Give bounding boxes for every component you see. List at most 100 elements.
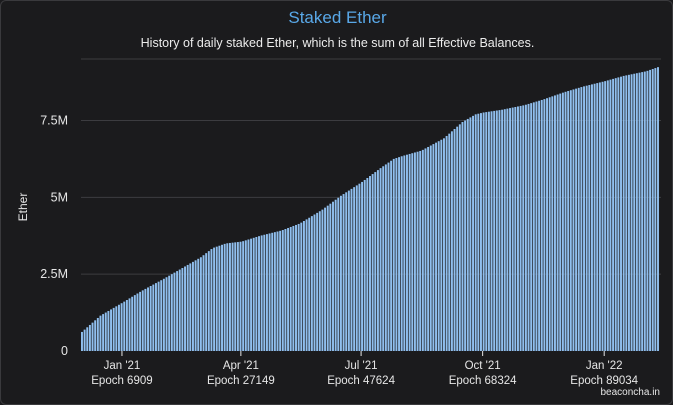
x-tick-label: Apr '21 [223,360,259,372]
bar [136,293,139,351]
bar [403,155,406,351]
bar [538,100,541,351]
bar [107,310,110,351]
bar [231,242,234,351]
bar [289,226,292,351]
bar [553,95,556,351]
bar [450,131,453,351]
bar [437,141,440,351]
y-tick-label: 0 [61,344,68,358]
bar [596,83,599,351]
bar [643,71,646,351]
x-tick-epoch: Epoch 68324 [449,375,517,387]
bar [178,269,181,351]
bar [152,284,155,351]
bar [260,235,263,351]
bar [495,110,498,351]
bar [651,68,654,351]
y-tick-label: 2.5M [40,267,68,281]
bar [86,327,89,351]
bar [374,172,377,351]
bar [228,242,231,351]
bar [363,179,366,351]
bar [511,107,514,351]
bar [202,255,205,351]
x-tick-label: Oct '21 [465,360,501,372]
bar [524,104,527,351]
bar [506,108,509,352]
credit-link[interactable]: beaconcha.in [600,387,661,398]
bar [210,249,213,351]
bar [443,138,445,351]
bar [329,203,332,351]
bar [583,86,585,351]
bar [458,124,461,352]
bar [376,170,379,351]
bar [279,230,282,351]
bar [247,239,250,351]
bar [324,207,327,351]
bar [543,99,546,352]
bar [244,240,247,351]
bar [630,74,633,351]
bar [226,243,229,351]
bar [308,217,311,351]
bar [189,263,192,351]
bar [575,88,578,351]
bar [234,242,237,351]
bar [218,245,221,351]
bar [91,322,94,351]
bar [416,151,419,351]
bar [485,112,488,351]
bar [556,94,559,352]
bar [342,194,345,351]
bar [503,109,506,352]
bar [236,242,239,351]
bar [347,190,350,351]
bar [577,87,580,351]
bar [310,216,313,351]
bar [332,201,334,351]
bar [427,146,430,351]
bar [606,80,609,351]
bar [295,224,297,351]
bar [115,306,118,351]
x-tick-epoch: Epoch 6909 [91,375,152,387]
bar [176,271,179,351]
bar [284,228,287,351]
bar [104,312,107,351]
bar [580,87,583,351]
bar [474,114,477,351]
bar [173,272,176,351]
bar [144,288,147,351]
bar [519,105,522,351]
bar [355,185,358,351]
bar [239,241,242,351]
bar [205,253,208,351]
bar [498,110,501,351]
bar [487,111,490,351]
bar [273,232,276,351]
bar [490,111,493,351]
bar [501,109,504,351]
bar [321,209,324,351]
bar [334,199,337,351]
bar [461,122,464,351]
bar [527,103,530,351]
bar [400,156,403,351]
bar [110,309,113,351]
bar [620,76,622,351]
bar [250,238,253,351]
x-tick-label: Jan '21 [104,360,141,372]
x-axis: Jan '21 Epoch 6909 Apr '21 Epoch 27149 Jul '… [91,351,639,387]
bar [479,113,482,352]
bar [199,257,202,351]
bar [382,166,385,351]
bar [604,81,607,351]
bar [242,241,245,351]
bar [170,274,173,351]
bar [371,174,374,351]
bar [162,278,165,351]
bar [448,133,451,351]
bar [559,93,562,351]
